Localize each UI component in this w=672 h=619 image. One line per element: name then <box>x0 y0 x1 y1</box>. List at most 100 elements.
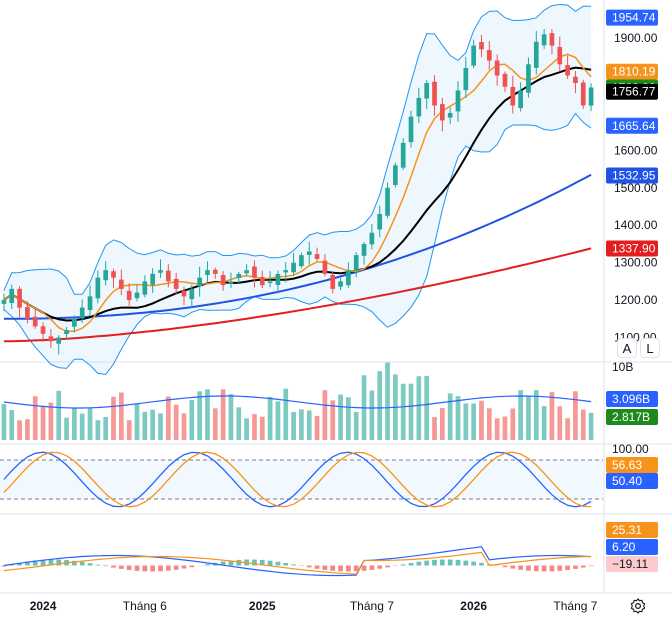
candle-body <box>369 232 375 245</box>
candle-body <box>557 47 563 65</box>
macd-value-badge <box>606 539 658 555</box>
candle-body <box>236 273 242 278</box>
macd-histogram-bar <box>549 565 555 572</box>
volume-bar <box>252 414 257 440</box>
macd-histogram-bar <box>205 564 210 566</box>
volume-bar <box>158 413 163 440</box>
macd-histogram-bar <box>32 560 38 566</box>
candle-body <box>314 254 320 259</box>
candle-body <box>526 64 531 93</box>
macd-histogram-bar <box>173 565 179 570</box>
candle-body <box>338 281 343 287</box>
macd-histogram-bar <box>322 565 328 570</box>
volume-bar <box>119 392 124 440</box>
volume-bar <box>494 418 500 440</box>
macd-value-badge <box>606 556 658 572</box>
macd-value-badge <box>606 522 658 538</box>
candle-body <box>588 87 594 106</box>
macd-histogram-bar <box>463 560 469 566</box>
volume-bar <box>244 418 249 440</box>
volume-bar <box>533 390 539 440</box>
volume-bar <box>275 401 281 440</box>
macd-histogram-bar <box>87 563 93 566</box>
candle-body <box>510 86 516 106</box>
candle-body <box>173 278 179 289</box>
macd-histogram-bar <box>361 565 367 571</box>
macd-histogram-bar <box>580 565 586 568</box>
volume-bar <box>48 402 54 440</box>
candle-body <box>346 270 351 286</box>
macd-histogram-bar <box>228 560 234 566</box>
macd-histogram-bar <box>158 565 163 572</box>
bollinger-lower-line <box>3 112 592 376</box>
macd-histogram-bar <box>189 565 195 568</box>
candle-body <box>103 270 109 281</box>
macd-histogram-bar <box>502 565 508 568</box>
macd-histogram-bar <box>447 559 453 566</box>
macd-histogram-bar <box>111 565 116 568</box>
candle-body <box>32 316 38 327</box>
volume-bar <box>377 371 383 440</box>
price-tick-label: 1300.00 <box>614 256 658 270</box>
candle-body <box>189 288 195 300</box>
candle-body <box>111 271 116 278</box>
price-label-badge <box>606 240 658 257</box>
macd-histogram-bar <box>95 564 101 566</box>
price-label-bollinger-lower: 1665.64 <box>612 119 656 133</box>
candle-body <box>447 112 453 118</box>
macd-histogram-bar <box>541 565 547 572</box>
candle-body <box>283 270 289 273</box>
auto-scale-button[interactable]: A <box>617 338 637 358</box>
volume-bar <box>9 410 15 440</box>
macd-histogram-bar <box>338 565 343 572</box>
log-scale-button[interactable]: L <box>640 338 660 358</box>
candle-body <box>455 90 461 112</box>
volume-bar <box>87 408 93 440</box>
volume-bar <box>103 416 109 440</box>
macd-histogram-bar <box>165 565 171 571</box>
stochastic-d-line <box>3 451 592 508</box>
candle-body <box>361 243 367 256</box>
candle-body <box>267 281 273 283</box>
price-tick-label: 1400.00 <box>614 218 658 232</box>
macd-histogram-bar <box>17 562 22 566</box>
macd-value-label: −19.11 <box>612 557 648 571</box>
macd-histogram-bar <box>526 565 531 571</box>
macd-histogram-bar <box>479 562 484 566</box>
price-label-ma-mid: 1756.77 <box>612 85 656 99</box>
macd-histogram-bar <box>346 565 351 572</box>
candle-body <box>463 68 469 91</box>
gear-icon[interactable] <box>629 597 647 615</box>
candle-body <box>40 326 46 334</box>
stochastic-k-line <box>3 451 592 508</box>
macd-value-label: 6.20 <box>612 540 636 554</box>
candle-body <box>220 274 226 286</box>
macd-histogram-bar <box>330 565 336 571</box>
volume-bar <box>306 410 312 440</box>
bollinger-upper-line <box>3 3 592 295</box>
candle-body <box>486 50 492 61</box>
volume-bar <box>330 400 336 440</box>
volume-bar <box>573 391 578 440</box>
candle-body <box>252 266 257 278</box>
candle-body <box>471 45 476 66</box>
price-label-badge <box>606 63 658 80</box>
candle-body <box>158 270 163 273</box>
volume-axis-label: 10B <box>612 360 633 374</box>
ma-very-long-line <box>3 247 592 343</box>
candle-body <box>142 281 148 295</box>
volume-bar <box>25 419 30 440</box>
volume-bar <box>439 408 445 440</box>
macd-histogram-bar <box>573 565 578 569</box>
volume-bar <box>228 394 234 440</box>
candle-body <box>134 292 140 299</box>
candle-body <box>244 270 249 274</box>
macd-histogram-bar <box>236 559 242 566</box>
candle-body <box>291 262 296 273</box>
macd-histogram-bar <box>72 560 77 566</box>
volume-ma-line <box>3 395 592 409</box>
volume-bar <box>299 409 304 440</box>
stochastic-band <box>0 460 603 499</box>
volume-bar <box>314 415 320 440</box>
